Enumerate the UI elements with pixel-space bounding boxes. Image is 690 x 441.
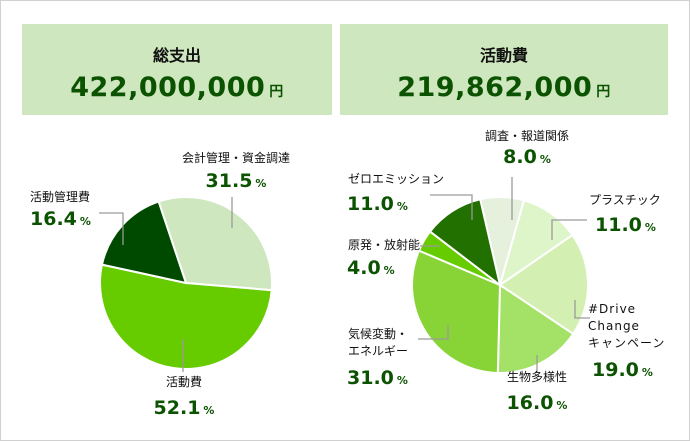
label-line: エネルギー: [348, 344, 409, 358]
slice-percent: 4.0%: [347, 257, 395, 279]
slice-percent: 31.5%: [205, 170, 267, 192]
slice-label: 気候変動・ エネルギー: [348, 326, 408, 360]
slice-label: ゼロエミッション: [348, 172, 445, 186]
activity-cost-pie: [411, 196, 589, 374]
amount-value: 422,000,000: [70, 72, 266, 103]
amount-unit: 円: [596, 84, 611, 100]
label-line: 気候変動・: [348, 327, 409, 341]
slice-percent: 52.1%: [153, 397, 215, 419]
slice-percent: 11.0%: [347, 193, 408, 215]
amount-value: 219,862,000: [397, 72, 593, 103]
leader-line: [430, 194, 473, 220]
pie-slice: [99, 263, 273, 370]
leader-lines: [99, 177, 590, 372]
label-line: Change: [588, 319, 640, 333]
leader-line: [574, 300, 590, 319]
label-line: キャンペーン: [588, 336, 666, 350]
total-expense-pie: [99, 196, 273, 370]
slice-label: プラスチック: [589, 193, 661, 207]
header-amount: 219,862,000 円: [340, 72, 668, 103]
total-expense-header: 総支出 422,000,000 円: [22, 24, 332, 115]
slice-label: #Drive Change キャンペーン: [588, 301, 665, 352]
header-title: 総支出: [152, 46, 201, 65]
slice-label: 会計管理・資金調達: [181, 151, 291, 165]
slice-percent: 16.0%: [506, 392, 568, 414]
pie-slice: [428, 198, 502, 288]
leader-line: [418, 325, 449, 340]
amount-unit: 円: [269, 84, 284, 100]
slice-label: 生物多様性: [506, 370, 568, 384]
slice-percent: 31.0%: [347, 367, 408, 389]
pie-slice: [411, 249, 502, 374]
slice-label: 活動費: [165, 375, 203, 389]
slice-label: 原発・放射能: [348, 238, 421, 252]
slice-percent: 16.4%: [30, 208, 91, 230]
pie-slice: [157, 196, 273, 292]
slice-percent: 19.0%: [592, 359, 653, 381]
pie-slice: [498, 233, 589, 336]
header-amount: 422,000,000 円: [22, 72, 332, 103]
pie-slice: [496, 283, 575, 374]
leader-line: [99, 212, 124, 245]
pie-slice: [100, 200, 188, 285]
header-title: 活動費: [479, 46, 528, 65]
leader-line: [551, 219, 587, 240]
activity-cost-header: 活動費 219,862,000 円: [340, 24, 668, 115]
slice-label: 活動管理費: [30, 190, 91, 204]
slice-percent: 8.0%: [503, 146, 551, 168]
slice-percent: 11.0%: [595, 214, 656, 236]
label-line: #Drive: [588, 302, 637, 316]
slice-label: 調査・報道関係: [484, 129, 570, 143]
